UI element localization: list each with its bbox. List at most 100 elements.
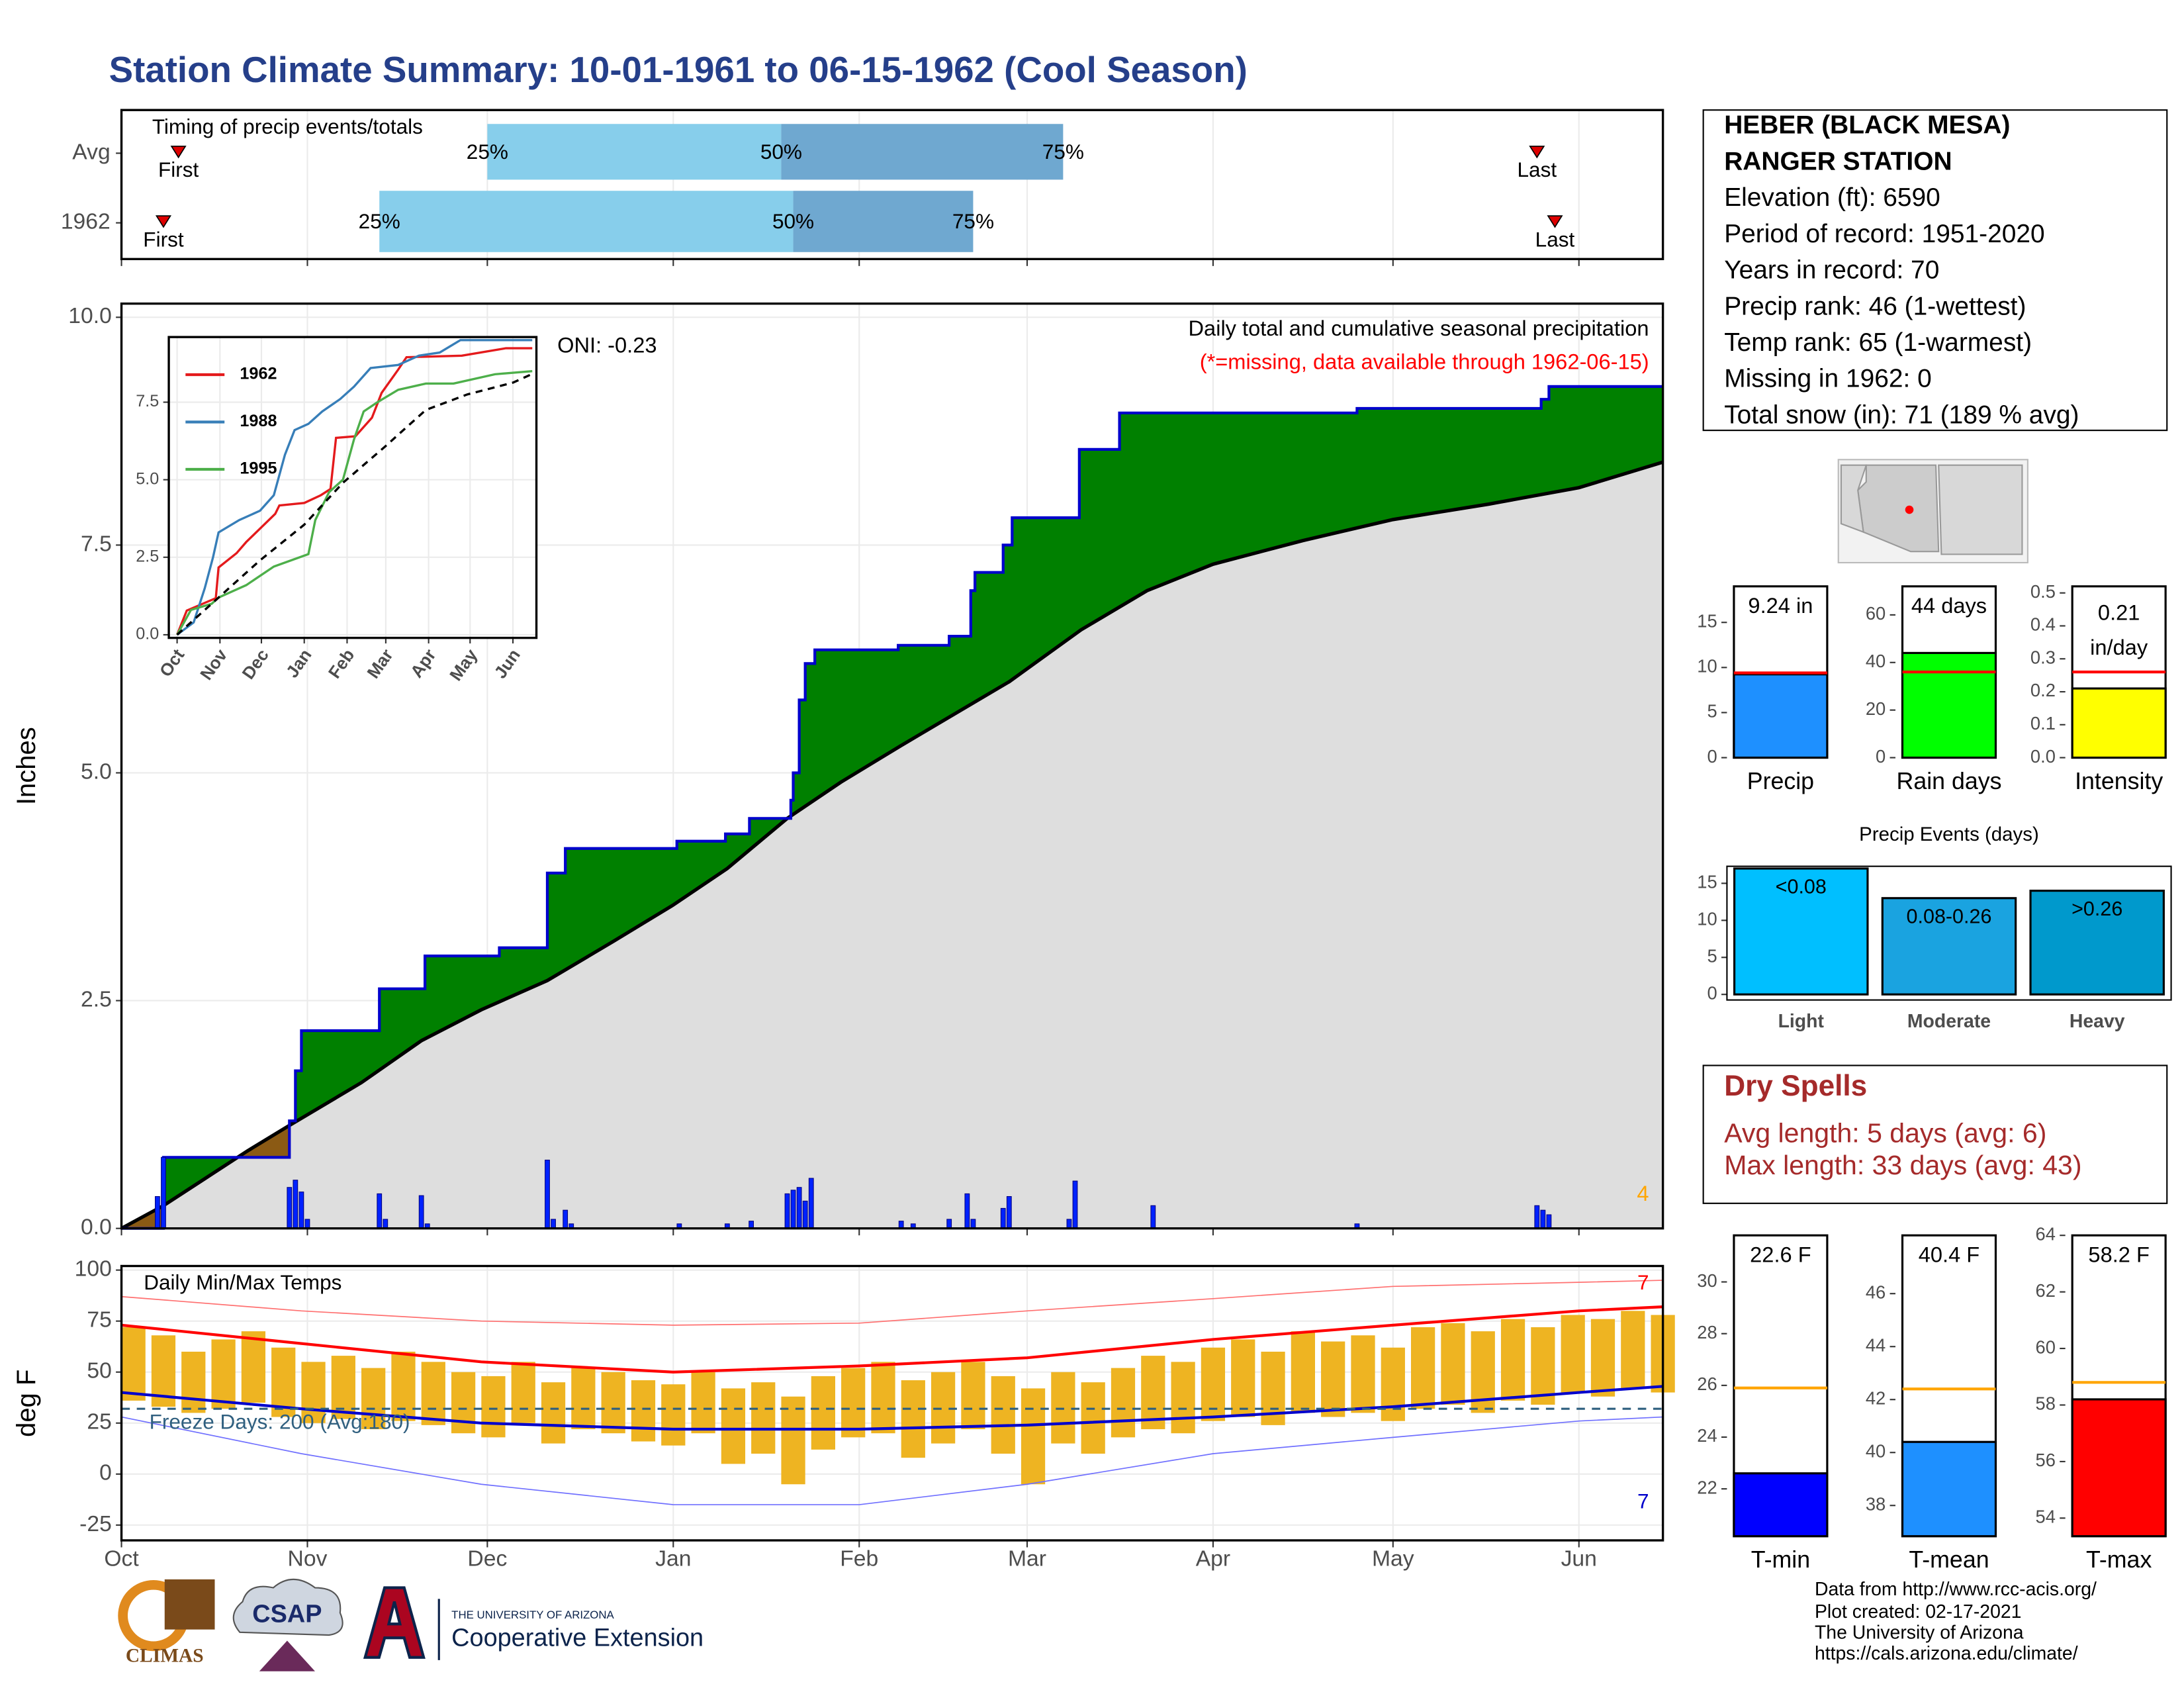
temp-line bbox=[121, 1280, 1663, 1326]
event-bar bbox=[1881, 897, 2017, 996]
record-count: 7 bbox=[1637, 1489, 1649, 1513]
temp-bar bbox=[1441, 1323, 1465, 1405]
value-label: 58.2 F bbox=[2088, 1242, 2149, 1266]
x-tick-label: May bbox=[1372, 1546, 1414, 1571]
temp-bar bbox=[1201, 1347, 1226, 1421]
event-marker bbox=[1547, 215, 1563, 228]
temp-bar bbox=[241, 1331, 266, 1403]
temp-bar bbox=[841, 1368, 866, 1438]
y-tick-label: 75 bbox=[87, 1308, 111, 1333]
station-line: Period of record: 1951-2020 bbox=[1724, 220, 2045, 248]
value-label: in/day bbox=[2090, 635, 2148, 659]
temp-bar bbox=[751, 1382, 776, 1454]
y-tick-label: 58 bbox=[2036, 1393, 2056, 1414]
panel-frame bbox=[120, 109, 1664, 261]
y-tick-label: 28 bbox=[1697, 1322, 1717, 1342]
daily-bar bbox=[796, 1187, 802, 1229]
daily-bar bbox=[946, 1219, 952, 1229]
logo-text: THE UNIVERSITY OF ARIZONA bbox=[451, 1609, 614, 1621]
temp-bar bbox=[1081, 1382, 1105, 1454]
category-label: T-mean bbox=[1909, 1546, 1989, 1573]
temp-bar bbox=[1291, 1331, 1315, 1413]
y-tick-label: 26 bbox=[1697, 1374, 1717, 1394]
panel-subtitle: (*=missing, data available through 1962-… bbox=[1200, 350, 1649, 374]
category-label: Moderate bbox=[1907, 1011, 1991, 1032]
quantile-label: 75% bbox=[952, 209, 994, 233]
daily-bar bbox=[1150, 1205, 1156, 1229]
temp-bar bbox=[901, 1380, 925, 1458]
logo-text: CSAP bbox=[252, 1601, 322, 1628]
y-tick-label: 30 bbox=[1697, 1270, 1717, 1291]
category-label: Light bbox=[1778, 1011, 1825, 1032]
y-tick-label: 0.1 bbox=[2030, 713, 2056, 733]
y-tick-label: 0.3 bbox=[2030, 647, 2056, 667]
locator-map bbox=[1837, 459, 2028, 564]
daily-bar bbox=[1072, 1180, 1078, 1229]
x-tick-label: Jun bbox=[1561, 1546, 1597, 1571]
y-axis-title: deg F bbox=[12, 1370, 41, 1437]
temp-bar bbox=[871, 1362, 895, 1434]
y-tick-label: 0.2 bbox=[2030, 680, 2056, 700]
y-tick-label: 0.4 bbox=[2030, 614, 2056, 635]
y-tick-label: 56 bbox=[2036, 1450, 2056, 1470]
panel-title: Daily total and cumulative seasonal prec… bbox=[1189, 316, 1649, 340]
y-tick-label: 62 bbox=[2036, 1280, 2056, 1301]
y-tick-label: 46 bbox=[1866, 1282, 1886, 1302]
daily-bar bbox=[161, 1156, 166, 1229]
value-label: 0.21 bbox=[2098, 600, 2140, 624]
y-tick-label: 54 bbox=[2036, 1507, 2056, 1527]
y-tick-label: 20 bbox=[1866, 698, 1886, 719]
record-count: 7 bbox=[1637, 1270, 1649, 1294]
y-tick-label: 44 bbox=[1866, 1335, 1886, 1355]
temp-line bbox=[121, 1305, 1663, 1374]
daily-bar bbox=[1546, 1214, 1552, 1229]
event-bar bbox=[2029, 890, 2165, 996]
temp-bar bbox=[601, 1372, 625, 1434]
credit-line: Plot created: 02-17-2021 bbox=[1815, 1601, 2022, 1622]
y-tick-label: 15 bbox=[1697, 610, 1717, 631]
y-tick-label: 100 bbox=[75, 1257, 112, 1282]
quantile-label: 25% bbox=[359, 209, 400, 233]
temp-bar bbox=[961, 1362, 985, 1430]
y-tick-label: 25 bbox=[87, 1410, 111, 1434]
category-label: Intensity bbox=[2075, 768, 2163, 794]
y-tick-label: 0 bbox=[1876, 746, 1886, 767]
station-line: RANGER STATION bbox=[1724, 147, 1952, 175]
temp-bar bbox=[121, 1327, 146, 1401]
y-tick-label: 5 bbox=[1707, 946, 1717, 966]
y-tick-label: 7.5 bbox=[81, 532, 112, 556]
temp-bar bbox=[631, 1380, 656, 1442]
value-label: 9.24 in bbox=[1748, 593, 1813, 618]
logo-text: CLIMAS bbox=[126, 1645, 204, 1666]
daily-bar bbox=[784, 1193, 790, 1229]
y-axis-title: Inches bbox=[12, 727, 41, 805]
logos: CLIMAS CSAP THE UNIVERSITY OF ARIZONA Co… bbox=[118, 1578, 704, 1671]
y-tick-label: 15 bbox=[1697, 872, 1717, 892]
temp-bar bbox=[1531, 1327, 1555, 1405]
station-line: Total snow (in): 71 (189 % avg) bbox=[1724, 400, 2079, 429]
quantile-label: 50% bbox=[772, 209, 814, 233]
daily-bar bbox=[293, 1180, 298, 1229]
panel-frame bbox=[167, 336, 538, 639]
y-tick-label: 0.0 bbox=[136, 625, 159, 643]
event-marker bbox=[170, 146, 187, 159]
ua-mark bbox=[363, 1586, 426, 1659]
temp-bar bbox=[181, 1351, 206, 1413]
y-tick-label: 0.5 bbox=[2030, 581, 2056, 602]
temp-bar bbox=[1021, 1388, 1046, 1485]
bin-label: 0.08-0.26 bbox=[1907, 905, 1992, 927]
temp-bar bbox=[721, 1388, 746, 1464]
station-line: Elevation (ft): 6590 bbox=[1724, 183, 1940, 212]
y-tick-label: 2.5 bbox=[81, 987, 112, 1011]
temp-bar bbox=[481, 1376, 506, 1438]
temp-bar bbox=[1111, 1368, 1136, 1438]
daily-bar bbox=[298, 1192, 304, 1229]
legend-label: 1988 bbox=[240, 412, 277, 430]
temp-bar bbox=[1141, 1356, 1165, 1430]
x-tick-label: Dec bbox=[467, 1546, 507, 1571]
y-tick-label: 22 bbox=[1697, 1477, 1717, 1497]
y-tick-label: 5 bbox=[1707, 701, 1717, 722]
y-tick-label: 42 bbox=[1866, 1387, 1886, 1408]
